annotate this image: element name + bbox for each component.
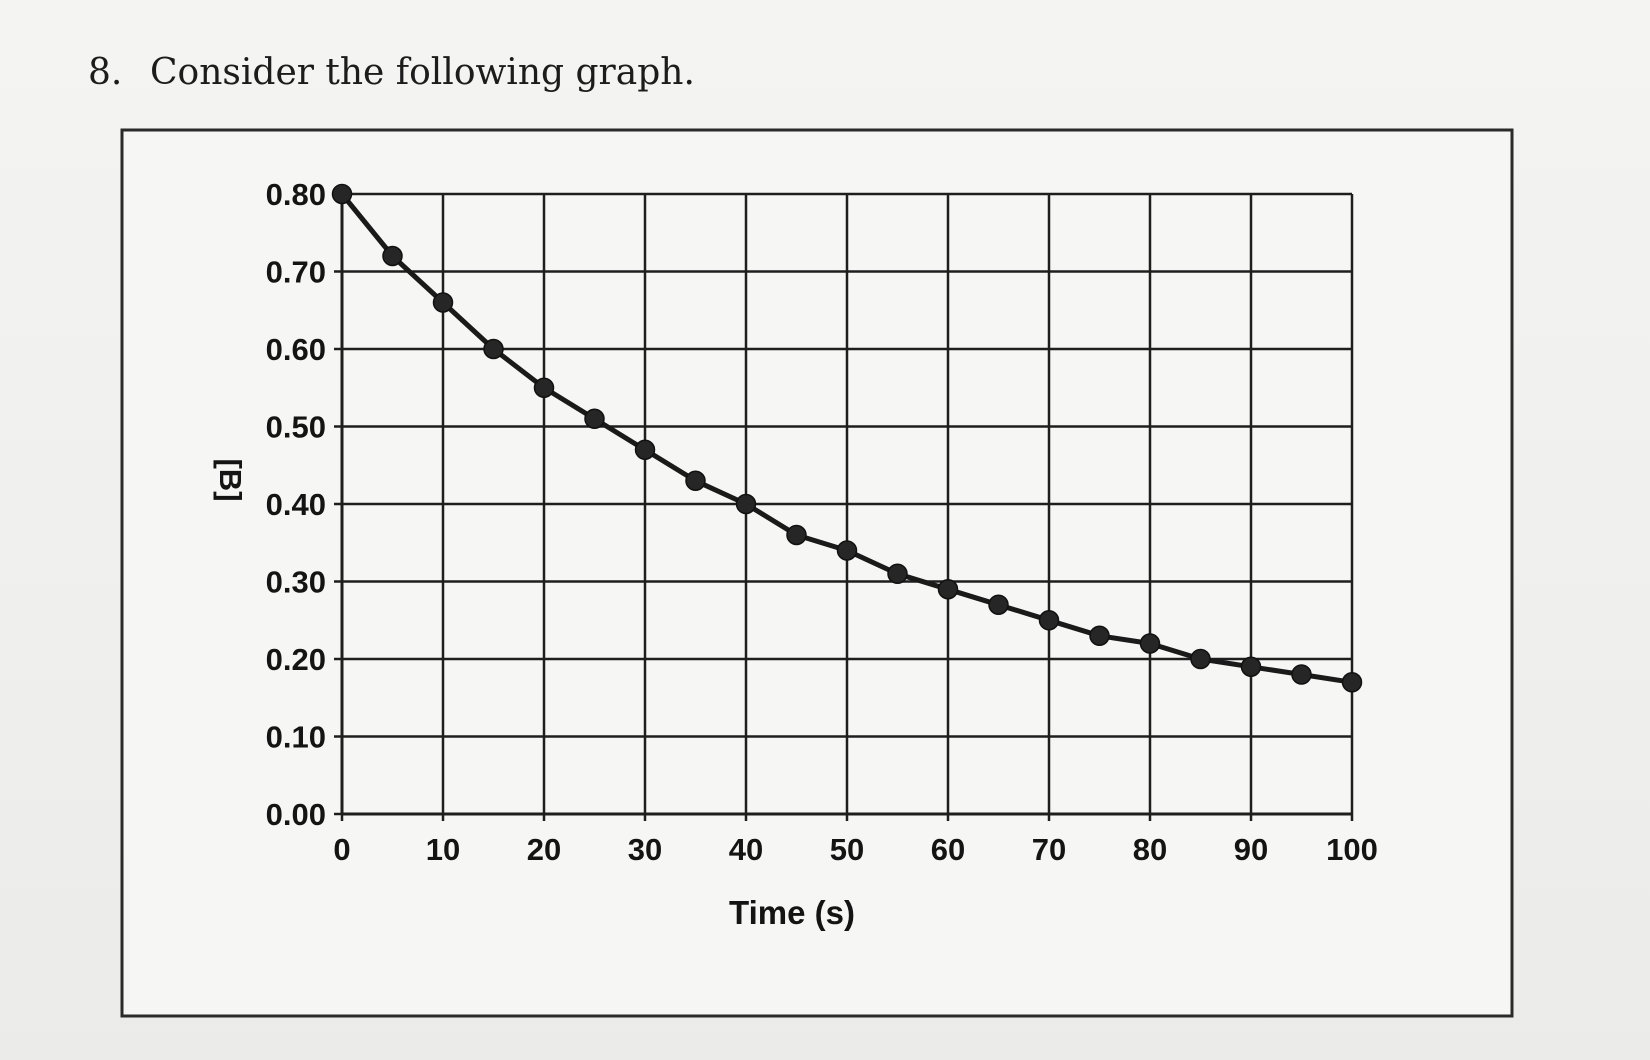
data-point: [887, 563, 908, 584]
data-point: [836, 540, 858, 561]
data-point: [685, 470, 706, 491]
data-point: [584, 408, 605, 429]
data-point: [1038, 610, 1060, 631]
grid: [342, 192, 1354, 814]
chart-border: [120, 128, 1514, 1018]
y-tick-label: 0.70: [266, 255, 326, 290]
y-tick-label: 0.40: [266, 487, 326, 522]
x-tick-label: 0: [333, 832, 350, 867]
x-tick-label: 60: [931, 832, 965, 867]
data-point: [1089, 625, 1110, 646]
x-tick-label: 70: [1032, 832, 1066, 867]
y-tick-label: 0.60: [266, 332, 326, 367]
y-tick-label: 0.50: [266, 410, 326, 445]
data-point: [1341, 672, 1363, 693]
data-point: [1240, 656, 1262, 677]
x-tick-label: 40: [729, 832, 763, 867]
question-heading: 8. Consider the following graph.: [88, 52, 695, 93]
data-point: [331, 183, 353, 205]
data-point: [786, 524, 807, 546]
data-point: [382, 245, 403, 267]
x-tick-label: 100: [1326, 832, 1378, 867]
data-point: [533, 377, 555, 398]
y-tick-label: 0.30: [266, 565, 326, 600]
question-number: 8.: [88, 52, 123, 93]
chart-frame: 0 10 20 30 40 50 60 70 80 90 100 0.00 0.10 0.20 0.30 0.…: [112, 124, 1522, 1029]
data-point: [1139, 633, 1161, 654]
x-axis-title: Time (s): [729, 894, 855, 931]
y-tick-label: 0.00: [266, 797, 326, 832]
x-tick-label: 30: [628, 832, 662, 867]
line-chart: 0 10 20 30 40 50 60 70 80 90 100 0.00 0.10 0.20 0.30 0.…: [120, 128, 1514, 1018]
x-tick-label: 80: [1133, 832, 1167, 867]
tick-labels: 0 10 20 30 40 50 60 70 80 90 100 0.00 0.10 0.20 0.30 0.…: [266, 177, 1378, 867]
y-tick-label: 0.10: [266, 720, 326, 755]
question-text: Consider the following graph.: [150, 52, 695, 93]
data-point: [1291, 664, 1312, 685]
x-tick-label: 10: [426, 832, 460, 867]
data-point: [735, 493, 757, 515]
y-tick-label: 0.80: [266, 177, 326, 212]
x-tick-label: 20: [527, 832, 561, 867]
data-point: [432, 292, 454, 313]
series: [331, 183, 1363, 693]
x-tick-label: 50: [830, 832, 864, 867]
data-point: [988, 594, 1009, 615]
x-tick-label: 90: [1234, 832, 1268, 867]
data-point: [483, 338, 504, 360]
data-point: [1190, 648, 1211, 670]
data-point: [937, 579, 959, 600]
y-axis-title: [B]: [213, 458, 248, 501]
data-point: [634, 439, 656, 460]
y-tick-label: 0.20: [266, 642, 326, 677]
